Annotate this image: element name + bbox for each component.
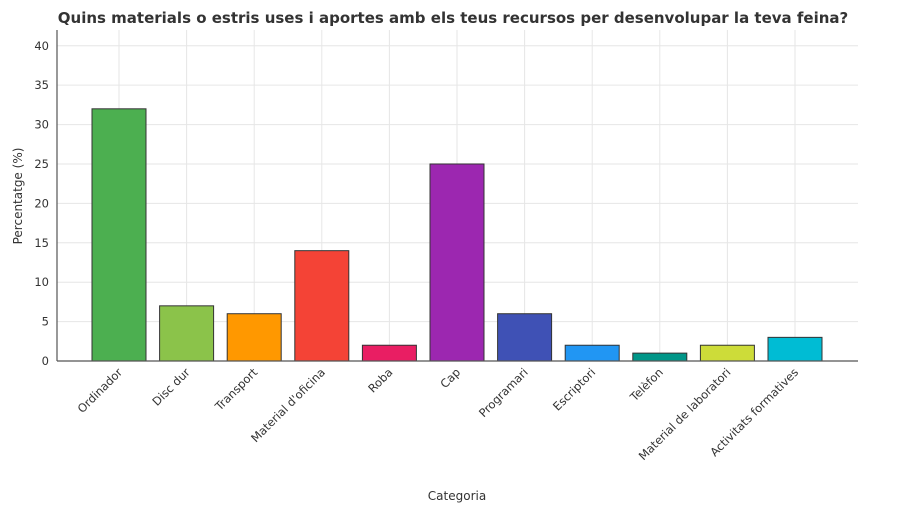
y-tick-label: 5 xyxy=(42,315,49,329)
bar xyxy=(564,344,620,362)
x-tick-label: Material d'oficina xyxy=(248,365,328,445)
x-tick-label: Transport xyxy=(212,365,261,414)
bar xyxy=(91,108,147,362)
y-tick-labels: 0 5 10 15 20 25 30 35 40 xyxy=(34,39,49,368)
x-tick-label: Roba xyxy=(365,365,395,395)
y-tick-label: 35 xyxy=(34,78,49,92)
y-tick-label: 15 xyxy=(34,236,49,250)
y-tick-label: 20 xyxy=(34,196,49,210)
bar xyxy=(767,336,823,362)
y-tick-label: 25 xyxy=(34,157,49,171)
chart-title: Quins materials o estris uses i aportes … xyxy=(58,9,848,27)
bar xyxy=(361,344,417,362)
bar xyxy=(699,344,755,362)
y-tick-label: 30 xyxy=(34,118,49,132)
bar xyxy=(226,313,282,362)
bar xyxy=(294,250,350,362)
y-tick-label: 10 xyxy=(34,275,49,289)
bar xyxy=(159,305,215,362)
bar xyxy=(429,163,485,362)
x-axis-label: Categoria xyxy=(428,489,486,503)
x-tick-label: Programari xyxy=(476,365,531,420)
y-tick-label: 0 xyxy=(42,354,49,368)
x-tick-label: Ordinador xyxy=(75,365,126,416)
x-tick-label: Telèfon xyxy=(626,365,665,404)
x-tick-label: Disc dur xyxy=(149,365,193,409)
bar xyxy=(497,313,553,362)
y-tick-label: 40 xyxy=(34,39,49,53)
y-axis-label: Percentatge (%) xyxy=(11,148,25,245)
x-tick-label: Escriptori xyxy=(550,365,598,413)
bar xyxy=(632,352,688,362)
x-tick-label: Cap xyxy=(437,365,463,391)
bars xyxy=(91,108,823,362)
